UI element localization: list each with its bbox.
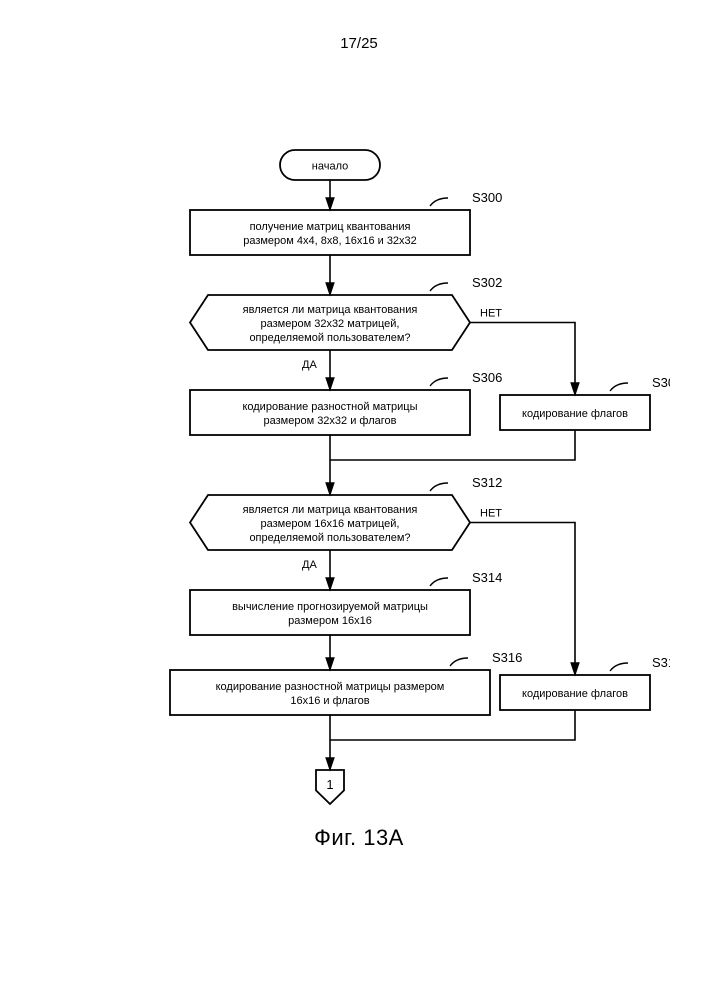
- svg-text:определяемой пользователем?: определяемой пользователем?: [249, 332, 410, 344]
- svg-text:кодирование разностной матрицы: кодирование разностной матрицы размером: [216, 681, 445, 693]
- figure-caption: Фиг. 13A: [0, 825, 718, 851]
- svg-text:S312: S312: [472, 475, 502, 490]
- page-number: 17/25: [0, 35, 718, 52]
- svg-text:кодирование разностной матрицы: кодирование разностной матрицы: [242, 401, 417, 413]
- svg-text:S316: S316: [492, 650, 522, 665]
- svg-text:S318: S318: [652, 655, 670, 670]
- svg-text:кодирование флагов: кодирование флагов: [522, 688, 628, 700]
- svg-text:является ли матрица квантовани: является ли матрица квантования: [243, 504, 418, 516]
- svg-text:является ли матрица квантовани: является ли матрица квантования: [243, 304, 418, 316]
- svg-text:ДА: ДА: [302, 359, 317, 371]
- svg-text:S314: S314: [472, 570, 502, 585]
- svg-text:16х16 и флагов: 16х16 и флагов: [290, 695, 369, 707]
- svg-text:ДА: ДА: [302, 559, 317, 571]
- svg-text:размером 32х32 и флагов: размером 32х32 и флагов: [264, 415, 397, 427]
- svg-text:S300: S300: [472, 190, 502, 205]
- svg-text:НЕТ: НЕТ: [480, 508, 502, 520]
- svg-text:начало: начало: [312, 161, 348, 173]
- svg-text:S306: S306: [472, 370, 502, 385]
- svg-text:S308: S308: [652, 375, 670, 390]
- svg-text:размером 32х32 матрицей,: размером 32х32 матрицей,: [261, 318, 400, 330]
- svg-text:вычисление прогнозируемой матр: вычисление прогнозируемой матрицы: [232, 601, 428, 613]
- svg-text:кодирование флагов: кодирование флагов: [522, 408, 628, 420]
- svg-text:размером 16х16: размером 16х16: [288, 615, 372, 627]
- flowchart: начало получение матриц квантования размер…: [70, 140, 670, 825]
- svg-text:получение матриц квантования: получение матриц квантования: [250, 221, 411, 233]
- svg-text:1: 1: [326, 777, 333, 792]
- svg-text:S302: S302: [472, 275, 502, 290]
- svg-text:размером 4х4, 8х8, 16х16 и 32х: размером 4х4, 8х8, 16х16 и 32х32: [243, 235, 417, 247]
- svg-text:определяемой пользователем?: определяемой пользователем?: [249, 532, 410, 544]
- svg-text:размером 16х16 матрицей,: размером 16х16 матрицей,: [261, 518, 400, 530]
- svg-text:НЕТ: НЕТ: [480, 308, 502, 320]
